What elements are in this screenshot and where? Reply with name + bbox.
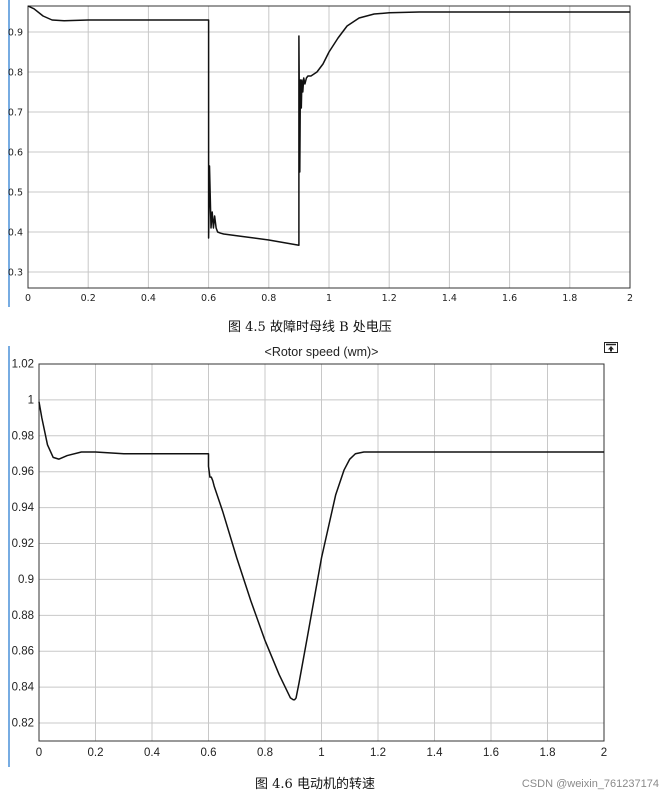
y-tick-label: 0.9 <box>8 28 23 39</box>
y-tick-label: 0.82 <box>12 718 34 730</box>
x-tick-label: 1.8 <box>540 747 556 759</box>
plot-frame <box>38 363 605 742</box>
y-tick-label: 1 <box>28 394 34 406</box>
y-tick-label: 0.9 <box>18 574 34 586</box>
y-tick-label: 0.4 <box>8 228 23 239</box>
x-tick-label: 0.2 <box>81 293 96 304</box>
y-tick-label: 0.8 <box>8 68 23 79</box>
x-tick-label: 1.4 <box>442 293 457 304</box>
plot-frame <box>27 5 631 289</box>
x-tick-label: 0.8 <box>261 293 276 304</box>
x-tick-label: 1.6 <box>483 747 499 759</box>
y-tick-label: 0.88 <box>12 610 34 622</box>
x-tick-label: 1.2 <box>382 293 397 304</box>
x-tick-label: 1.4 <box>427 747 444 759</box>
y-tick-label: 0.5 <box>8 188 23 199</box>
x-tick-label: 1.8 <box>562 293 577 304</box>
y-tick-label: 0.98 <box>12 430 34 442</box>
caption-figure-4-6: 图 4.6 电动机的转速 <box>255 777 375 792</box>
x-tick-label: 0.4 <box>144 747 161 759</box>
x-tick-label: 2 <box>627 293 633 304</box>
y-tick-label: 0.96 <box>12 466 34 478</box>
chart-title: <Rotor speed (wm)> <box>265 345 379 359</box>
y-tick-label: 1.02 <box>12 359 34 371</box>
x-tick-label: 0 <box>25 293 31 304</box>
x-tick-label: 0.8 <box>257 747 273 759</box>
series-line <box>27 5 630 246</box>
x-tick-label: 0.4 <box>141 293 156 304</box>
x-tick-label: 1.6 <box>502 293 517 304</box>
y-tick-label: 0.86 <box>12 646 34 658</box>
watermark-text: CSDN @weixin_761237174 <box>521 778 659 790</box>
y-tick-label: 0.92 <box>12 538 34 550</box>
x-tick-label: 1 <box>326 293 332 304</box>
y-tick-label: 0.3 <box>8 268 23 279</box>
chart-bus-b-voltage: 0 0.2 0.4 0.6 0.8 1 1.2 1.4 1.6 1.8 2 0.3 0.4 0.5 0.6 0… <box>8 0 633 307</box>
x-tick-label: 2 <box>601 747 607 759</box>
y-tick-label: 0.7 <box>8 108 23 119</box>
y-tick-label: 0.6 <box>8 148 23 159</box>
y-tick-label: 0.94 <box>12 502 35 514</box>
x-tick-label: 0.6 <box>201 747 217 759</box>
x-tick-label: 1 <box>318 747 324 759</box>
scope-autoscale-icon[interactable] <box>604 338 618 353</box>
series-line <box>38 401 604 701</box>
y-tick-label: 0.84 <box>12 682 35 694</box>
chart-rotor-speed: 0 0.2 0.4 0.6 0.8 1 1.2 1.4 1.6 1.8 2 0.82 0.84 0.86 0… <box>8 345 607 767</box>
x-tick-label: 0.6 <box>201 293 216 304</box>
caption-figure-4-5: 图 4.5 故障时母线 B 处电压 <box>228 320 392 335</box>
x-tick-label: 0 <box>36 747 42 759</box>
x-tick-label: 0.2 <box>88 747 104 759</box>
x-tick-label: 1.2 <box>370 747 386 759</box>
